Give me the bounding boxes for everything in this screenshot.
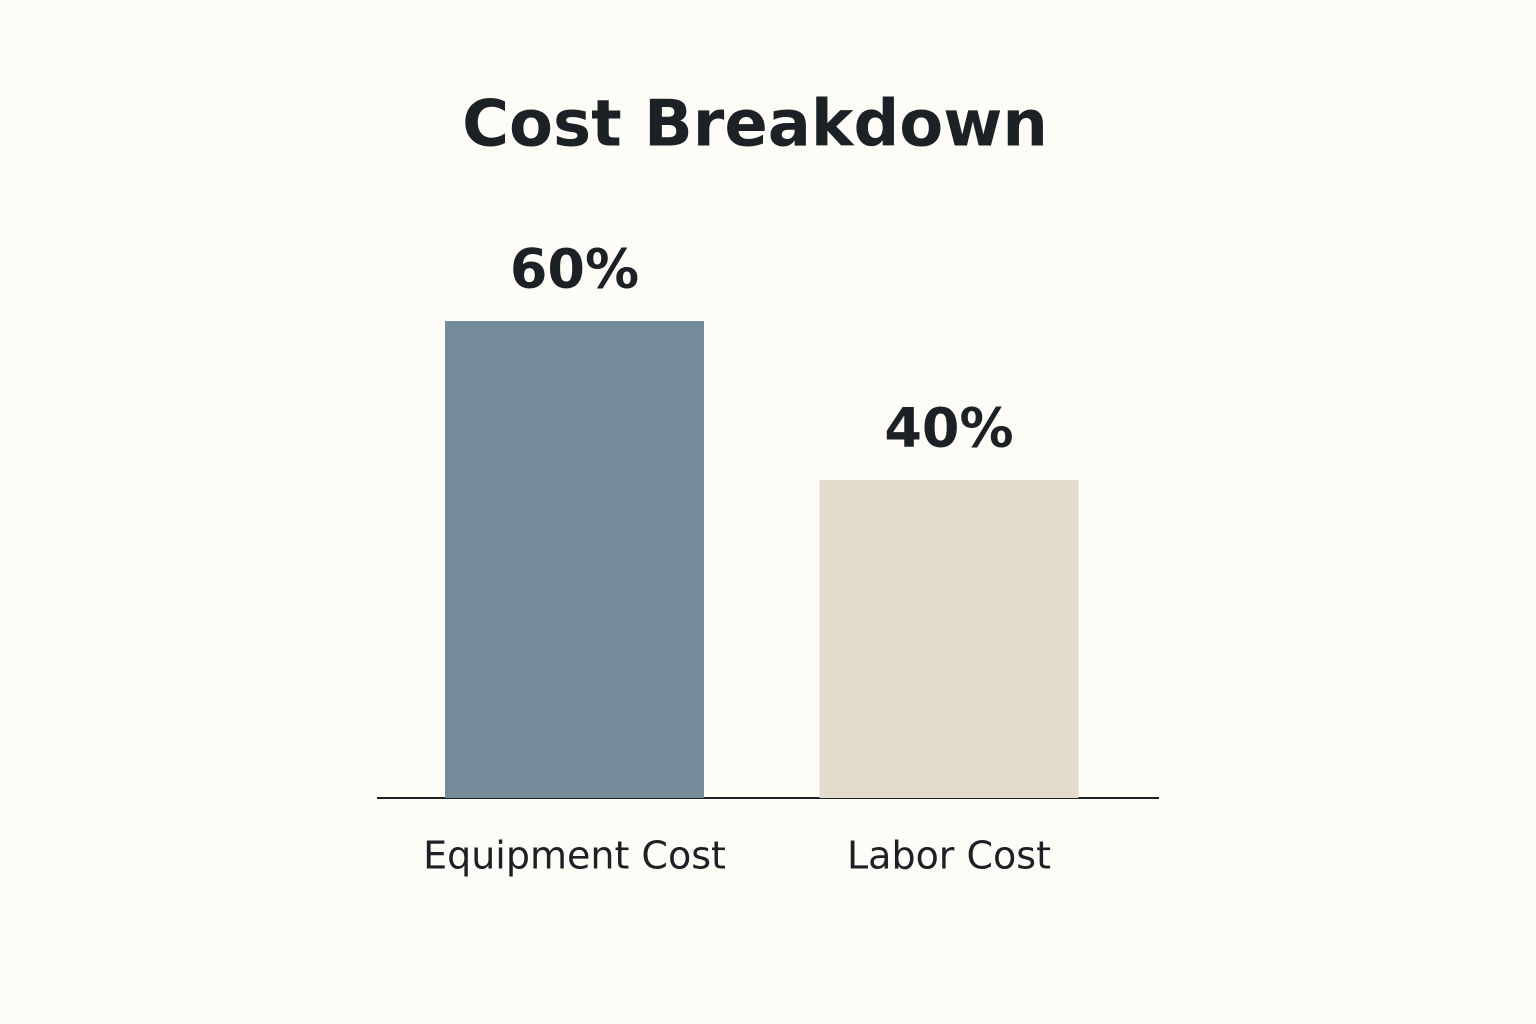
- x-tick-label: Labor Cost: [847, 834, 1051, 878]
- value-label: 60%: [510, 238, 639, 301]
- bar: [819, 480, 1079, 798]
- chart-title: Cost Breakdown: [462, 88, 1048, 162]
- bar: [445, 321, 704, 798]
- value-label: 40%: [884, 397, 1013, 460]
- x-tick-label: Equipment Cost: [423, 834, 726, 878]
